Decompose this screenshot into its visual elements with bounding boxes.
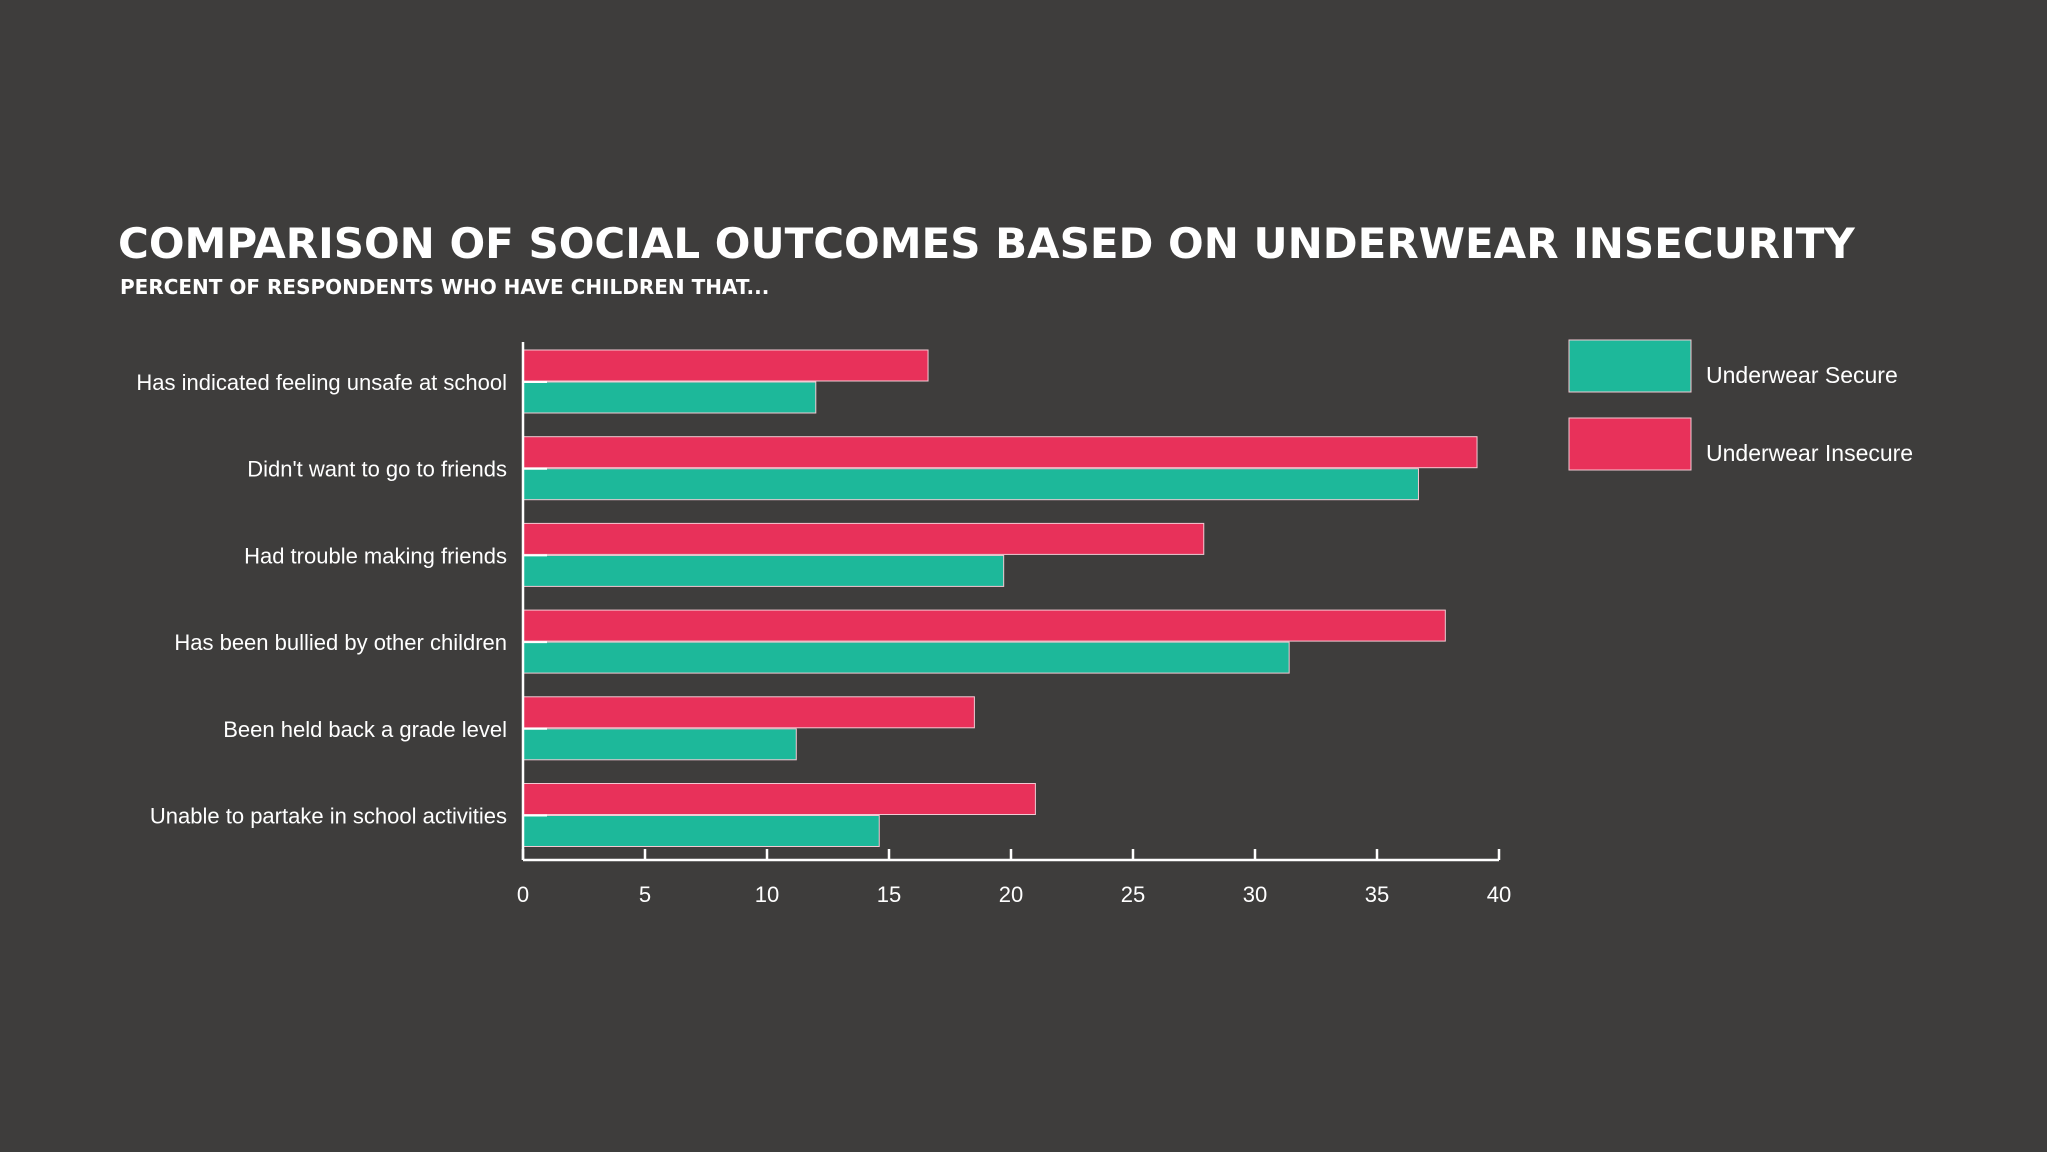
category-label: Has indicated feeling unsafe at school [136, 370, 507, 395]
category-label: Had trouble making friends [244, 543, 507, 568]
category-label: Unable to partake in school activities [150, 804, 507, 829]
legend-label-underwear-insecure: Underwear Insecure [1706, 440, 1913, 466]
bar-underwear-secure-6 [522, 815, 880, 847]
legend-swatch-underwear-secure [1568, 339, 1692, 393]
chart-title: COMPARISON OF SOCIAL OUTCOMES BASED ON U… [118, 219, 1855, 268]
legend-swatch-underwear-insecure [1568, 417, 1692, 471]
x-axis: 0 5 10 15 20 25 30 35 40 [517, 342, 1511, 907]
category-label: Has been bullied by other children [174, 630, 507, 655]
x-tick-label: 0 [517, 882, 529, 907]
bar-underwear-insecure-3 [522, 522, 1205, 555]
legend: Underwear Secure Underwear Insecure [1568, 339, 1913, 471]
bar-underwear-insecure-5 [522, 696, 975, 729]
category-labels: Has indicated feeling unsafe at school Di… [136, 370, 507, 829]
bar-underwear-secure-3 [522, 554, 1005, 587]
x-tick-label: 35 [1365, 882, 1389, 907]
x-tick-label: 20 [999, 882, 1023, 907]
bar-underwear-secure-4 [522, 641, 1290, 674]
bars-group [522, 349, 1478, 847]
chart-subtitle: PERCENT OF RESPONDENTS WHO HAVE CHILDREN… [120, 275, 769, 299]
x-tick-label: 10 [755, 882, 779, 907]
bar-underwear-insecure-6 [522, 783, 1036, 815]
x-tick-label: 5 [639, 882, 651, 907]
category-label: Been held back a grade level [223, 717, 507, 742]
legend-label-underwear-secure: Underwear Secure [1706, 362, 1898, 388]
x-tick-label: 40 [1487, 882, 1511, 907]
bar-underwear-secure-1 [522, 381, 817, 414]
bar-underwear-insecure-4 [522, 609, 1446, 642]
x-tick-label: 25 [1121, 882, 1145, 907]
bar-underwear-insecure-2 [522, 436, 1478, 469]
x-tick-label: 15 [877, 882, 901, 907]
bar-underwear-secure-5 [522, 728, 797, 761]
bar-underwear-insecure-1 [522, 349, 929, 382]
category-label: Didn't want to go to friends [247, 457, 507, 482]
bar-underwear-secure-2 [522, 468, 1419, 501]
x-tick-label: 30 [1243, 882, 1267, 907]
